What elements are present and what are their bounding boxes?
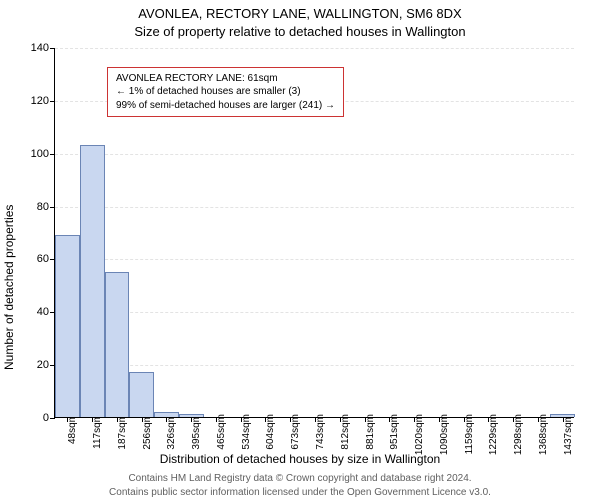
gridline bbox=[55, 154, 574, 155]
x-tick-label: 1020sqm bbox=[414, 414, 425, 455]
annotation-box: AVONLEA RECTORY LANE: 61sqm← 1% of detac… bbox=[107, 67, 344, 118]
y-tick-label: 40 bbox=[15, 306, 49, 318]
x-tick-label: 604sqm bbox=[265, 414, 276, 450]
y-tick-label: 60 bbox=[15, 253, 49, 265]
x-tick-label: 673sqm bbox=[290, 414, 301, 450]
y-tick-mark bbox=[50, 207, 55, 208]
chart-subtitle: Size of property relative to detached ho… bbox=[0, 24, 600, 39]
x-tick-label: 1229sqm bbox=[488, 414, 499, 455]
x-tick-label: 951sqm bbox=[389, 414, 400, 450]
x-tick-label: 534sqm bbox=[241, 414, 252, 450]
x-tick-label: 187sqm bbox=[117, 414, 128, 450]
x-tick-label: 1298sqm bbox=[513, 414, 524, 455]
bar bbox=[80, 145, 105, 417]
x-tick-label: 743sqm bbox=[315, 414, 326, 450]
chart-title: AVONLEA, RECTORY LANE, WALLINGTON, SM6 8… bbox=[0, 6, 600, 21]
y-tick-mark bbox=[50, 48, 55, 49]
gridline bbox=[55, 48, 574, 49]
x-tick-label: 881sqm bbox=[365, 414, 376, 450]
gridline bbox=[55, 207, 574, 208]
x-tick-label: 117sqm bbox=[92, 414, 103, 449]
x-tick-label: 1368sqm bbox=[538, 414, 549, 455]
bar bbox=[550, 414, 575, 417]
x-tick-label: 1159sqm bbox=[464, 414, 475, 454]
y-tick-label: 20 bbox=[15, 359, 49, 371]
bar bbox=[55, 235, 80, 417]
y-tick-mark bbox=[50, 418, 55, 419]
x-tick-label: 256sqm bbox=[142, 414, 153, 450]
y-tick-mark bbox=[50, 154, 55, 155]
footer-line2: Contains public sector information licen… bbox=[0, 487, 600, 498]
bar bbox=[154, 412, 179, 417]
x-tick-label: 1090sqm bbox=[439, 414, 450, 455]
y-tick-label: 0 bbox=[15, 412, 49, 424]
y-tick-label: 80 bbox=[15, 201, 49, 213]
y-tick-mark bbox=[50, 101, 55, 102]
bar bbox=[129, 372, 154, 417]
gridline bbox=[55, 259, 574, 260]
x-tick-label: 812sqm bbox=[340, 414, 351, 450]
y-tick-label: 120 bbox=[15, 95, 49, 107]
plot-area: 02040608010012014048sqm117sqm187sqm256sq… bbox=[54, 48, 574, 418]
x-tick-label: 48sqm bbox=[67, 414, 78, 444]
gridline bbox=[55, 365, 574, 366]
annotation-line2: ← 1% of detached houses are smaller (3) bbox=[116, 85, 335, 99]
x-tick-label: 395sqm bbox=[191, 414, 202, 450]
bar bbox=[179, 414, 204, 417]
gridline bbox=[55, 312, 574, 313]
x-tick-label: 326sqm bbox=[166, 414, 177, 450]
y-axis-label: Number of detached properties bbox=[2, 70, 16, 370]
annotation-line1: AVONLEA RECTORY LANE: 61sqm bbox=[116, 72, 335, 86]
footer-line1: Contains HM Land Registry data © Crown c… bbox=[0, 473, 600, 484]
x-tick-label: 465sqm bbox=[216, 414, 227, 450]
x-tick-label: 1437sqm bbox=[563, 414, 574, 455]
y-tick-label: 100 bbox=[15, 148, 49, 160]
annotation-line3: 99% of semi-detached houses are larger (… bbox=[116, 99, 335, 113]
bar bbox=[105, 272, 130, 417]
x-axis-label: Distribution of detached houses by size … bbox=[0, 452, 600, 466]
y-tick-label: 140 bbox=[15, 42, 49, 54]
